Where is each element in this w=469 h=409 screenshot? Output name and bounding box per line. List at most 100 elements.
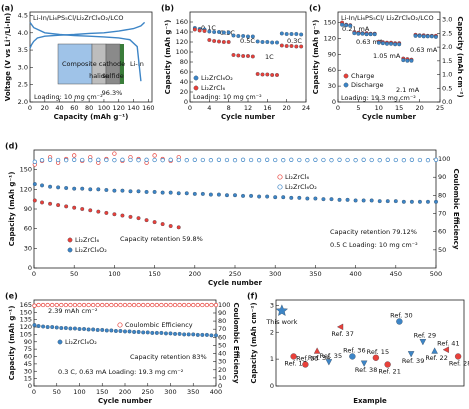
point-label: Ref. 29 [414,332,436,340]
data-point [41,324,46,329]
x-tick-label: 20 [415,104,423,112]
y-tick-label: 2.0 [18,98,28,106]
x-tick-label: 100 [73,388,85,396]
data-point [231,53,236,57]
y-tick-label: 30 [24,367,32,375]
data-point [249,193,254,198]
data-point [417,33,422,38]
data-point [214,333,218,338]
data-point [256,158,262,163]
data-point [250,34,255,39]
y2-tick-label: 50 [438,246,446,254]
data-point [289,157,294,162]
y2-tick-label: 0 [218,382,222,390]
data-point [401,158,406,163]
annotation: 0.3C [287,37,302,45]
data-point [136,158,141,163]
y2-tick-label: 2.5 [442,29,452,37]
data-point [168,302,173,308]
data-point [241,34,246,38]
data-point [265,194,270,199]
y2-tick-label: 60 [438,228,446,236]
data-point [168,224,173,228]
data-point [127,329,132,334]
annotation: Capacity retention 79.12% [330,228,417,236]
y-tick-label: 20 [180,88,188,96]
data-point [82,327,86,331]
data-point [96,209,101,214]
data-point [221,40,226,44]
data-point [431,347,438,354]
data-point [413,33,418,38]
data-point [64,186,69,190]
data-point [273,195,278,200]
legend-label: Li₂ZrCl₆O₂ [201,74,233,82]
data-point [177,331,182,336]
x-axis-label: Cycle number [221,113,275,121]
y-tick-label: 150 [20,166,32,174]
data-point [32,182,37,187]
x-tick-label: 150 [148,270,160,278]
point-label: Ref. 35 [320,352,342,360]
data-point [208,158,214,163]
y-tick-label: 0 [28,264,32,272]
data-point [200,157,205,163]
data-point [144,190,149,194]
composite-cathode-layer [57,43,93,85]
data-point [122,302,128,308]
x-tick-label: 300 [269,270,281,278]
data-point [241,54,246,58]
annotation: 2.39 mAh cm⁻² [48,307,98,315]
x-axis-label: Cycle number [362,113,416,121]
data-point [131,302,137,308]
x-tick-label: 10 [375,104,383,112]
y2-tick-label: 1.5 [442,57,452,65]
x-tick-label: 100 [98,104,110,112]
data-point [233,193,237,198]
data-point [321,157,326,163]
data-point [372,354,380,361]
point-label: This work [265,318,297,326]
y-tick-label: 150 [324,19,336,27]
data-point [275,73,279,77]
data-point [212,30,217,34]
data-point [289,32,294,36]
legend-label: Li₂ZrCl₆ [201,84,226,92]
data-point [154,302,160,308]
annotation: 96.3% [102,89,123,97]
data-point [260,72,265,77]
x-tick-label: 40 [55,104,63,112]
data-point [396,318,403,325]
data-point [36,324,41,328]
data-point [369,157,374,163]
data-point [96,157,101,162]
y-tick-label: 165 [20,301,32,309]
data-point [80,186,85,191]
data-point [393,199,398,204]
data-point [64,204,69,209]
y-tick-label: 45 [24,360,32,368]
annotation: 0.21 mA [342,25,370,33]
y-tick-label: 3.5 [18,46,28,54]
y2-tick-label: 40 [218,350,226,358]
data-point [95,328,100,332]
data-point [246,54,250,58]
plot-frame [275,299,465,387]
data-point [120,213,125,218]
data-point [136,302,141,308]
data-point [104,210,109,215]
legend-swatch [57,339,63,345]
data-line [29,21,142,82]
y-tick-label: 15 [24,375,32,383]
data-point [217,39,221,44]
x-tick-label: 150 [96,388,108,396]
y-tick-label: 60 [24,225,32,233]
data-point [118,329,123,333]
y-tick-label: 0 [28,382,32,390]
x-tick-label: 0 [28,104,32,112]
data-point [109,328,114,333]
x-tick-label: 5 [356,104,360,112]
point-label: Ref. 39 [402,357,424,365]
data-point [425,34,430,39]
